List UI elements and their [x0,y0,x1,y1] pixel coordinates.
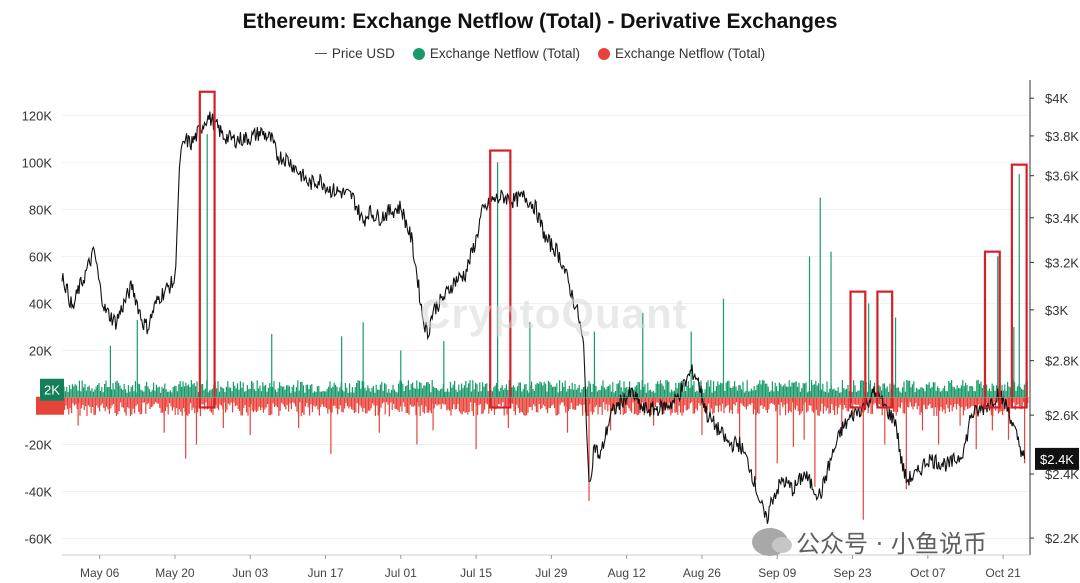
legend-label-netflow-outflow: Exchange Netflow (Total) [615,46,766,61]
highlight-box [849,290,867,409]
y-right-tick-label: $2.6K [1045,408,1079,423]
y-left-tick-label: 20K [29,343,52,358]
x-tick-label: Jun 17 [307,566,343,580]
highlight-box [489,149,512,409]
y-right-tick-label: $3.8K [1045,129,1079,144]
axes: 120K 100K 80K 60K 40K 20K -20K -40K -60K $4K $3.8K… [22,80,1079,580]
current-netflow-marker [40,378,64,401]
legend-label-price: Price USD [331,46,395,61]
chart-title: Ethereum: Exchange Netflow (Total) - Der… [242,10,838,33]
legend-item-price[interactable]: Price USD [314,46,395,61]
watermark-text: 公众号 · 小鱼说币 [796,530,987,558]
legend-label-netflow-inflow: Exchange Netflow (Total) [429,46,580,61]
y-left-tick-label: 40K [29,296,52,311]
current-price-label: $2.4K [1040,452,1074,467]
x-tick-label: Oct 21 [985,566,1021,580]
green-dot-icon [412,47,425,60]
y-right-tick-label: $3.2K [1045,255,1079,270]
netflow-bars [63,134,1029,520]
current-netflow-label: 2K [44,383,60,398]
current-outflow-marker [36,396,64,415]
wechat-icon [752,527,792,556]
highlight-box [198,90,216,409]
x-tick-label: Aug 12 [608,566,646,580]
y-left-tick-label: 80K [29,202,52,217]
y-left-tick-label: 120K [22,108,53,123]
highlight-box [983,250,1001,409]
chart-legend: Price USD Exchange Netflow (Total) Excha… [0,46,1080,61]
y-right-tick-label: $3K [1045,303,1068,318]
y-right-tick-label: $3.4K [1045,211,1079,226]
highlight-box [876,290,894,409]
y-left-tick-label: -20K [25,437,53,452]
cryptoquant-logo: CryptoQuant [420,290,688,337]
x-tick-label: Jun 03 [232,566,268,580]
y-left-tick-label: -60K [25,532,53,547]
y-left-tick-label: 100K [22,155,53,170]
legend-item-netflow-inflow[interactable]: Exchange Netflow (Total) [412,46,580,61]
y-left-tick-label: 60K [29,249,52,264]
x-tick-label: May 06 [80,566,120,580]
y-right-tick-label: $3.6K [1045,169,1079,184]
x-tick-label: Jul 15 [460,566,492,580]
x-tick-label: Oct 07 [910,566,946,580]
x-tick-label: Jul 29 [535,566,567,580]
y-right-tick-label: $2.8K [1045,354,1079,369]
y-left-tick-label: -40K [25,485,53,500]
x-tick-label: Sep 09 [758,566,796,580]
x-tick-label: Aug 26 [683,566,721,580]
line-legend-icon [314,53,327,54]
x-tick-label: May 20 [155,566,195,580]
red-dot-icon [598,47,610,60]
grid-lines [62,114,1030,540]
y-right-tick-label: $4K [1045,91,1068,106]
x-tick-label: Jul 01 [385,566,417,580]
x-tick-label: Sep 23 [834,566,872,580]
highlight-box [1010,163,1028,409]
current-price-marker [1035,447,1079,470]
watermark: 公众号 · 小鱼说币 [752,524,987,559]
y-right-tick-label: $2.4K [1045,467,1079,482]
highlight-boxes [198,90,1028,409]
y-right-tick-label: $2.2K [1045,531,1079,546]
legend-item-netflow-outflow[interactable]: Exchange Netflow (Total) [598,46,765,61]
